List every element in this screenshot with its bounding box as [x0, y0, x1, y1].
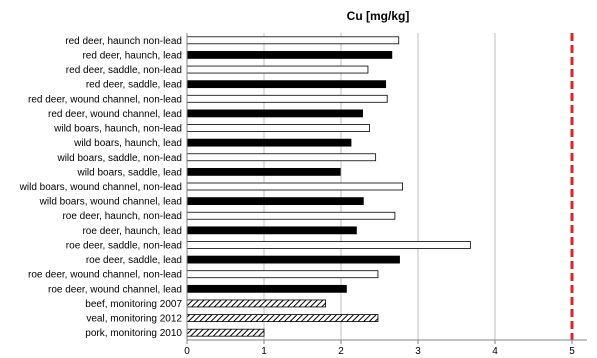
- bar: [187, 154, 376, 161]
- x-tick-label: 0: [184, 346, 190, 357]
- bar: [187, 227, 356, 234]
- bar: [187, 81, 386, 88]
- bar: [187, 300, 326, 307]
- category-label: wild boars, wound channel, non-lead: [19, 182, 182, 193]
- category-label: red deer, wound channel, lead: [48, 109, 182, 120]
- bar: [187, 198, 363, 205]
- category-label: beef, monitoring 2007: [85, 299, 182, 310]
- category-label: red deer, haunch, lead: [82, 50, 182, 61]
- category-label: pork, monitoring 2010: [85, 328, 182, 339]
- bar: [187, 271, 378, 278]
- category-label: red deer, wound channel, non-lead: [28, 94, 182, 105]
- category-label: red deer, saddle, lead: [86, 80, 182, 91]
- bar: [187, 329, 264, 336]
- bar: [187, 168, 340, 175]
- category-label: roe deer, saddle, lead: [86, 255, 182, 266]
- category-label: roe deer, saddle, non-lead: [66, 240, 182, 251]
- category-label: red deer, haunch non-lead: [65, 36, 182, 47]
- category-label: wild boars, saddle, non-lead: [56, 153, 182, 164]
- x-tick-label: 4: [492, 346, 498, 357]
- bar: [187, 125, 369, 132]
- category-labels: red deer, haunch non-lead red deer, haunc…: [19, 36, 183, 339]
- x-tick-label: 3: [415, 346, 421, 357]
- bar: [187, 110, 363, 117]
- bar: [187, 256, 400, 263]
- bar: [187, 51, 392, 58]
- category-label: roe deer, wound channel, lead: [48, 284, 182, 295]
- category-label: wild boars, haunch, lead: [73, 138, 182, 149]
- category-label: veal, monitoring 2012: [86, 314, 182, 325]
- category-label: roe deer, wound channel, non-lead: [28, 270, 182, 281]
- x-tick-label: 1: [261, 346, 267, 357]
- x-tick-label: 5: [569, 346, 575, 357]
- bar: [187, 139, 351, 146]
- category-label: wild boars, haunch, non-lead: [53, 124, 182, 135]
- bar: [187, 241, 470, 248]
- bar: [187, 66, 368, 73]
- category-label: wild boars, saddle, lead: [76, 167, 182, 178]
- bar: [187, 37, 399, 44]
- category-label: roe deer, haunch, lead: [82, 226, 182, 237]
- bar: [187, 212, 395, 219]
- category-label: red deer, saddle, non-lead: [66, 65, 182, 76]
- bar: [187, 95, 387, 102]
- chart-title: Cu [mg/kg]: [347, 9, 410, 23]
- category-label: roe deer, haunch, non-lead: [62, 211, 182, 222]
- bar: [187, 183, 403, 190]
- category-label: wild boars, wound channel, lead: [39, 197, 182, 208]
- bars: [187, 37, 470, 336]
- bar: [187, 315, 378, 322]
- bar: [187, 285, 346, 292]
- x-tick-label: 2: [338, 346, 344, 357]
